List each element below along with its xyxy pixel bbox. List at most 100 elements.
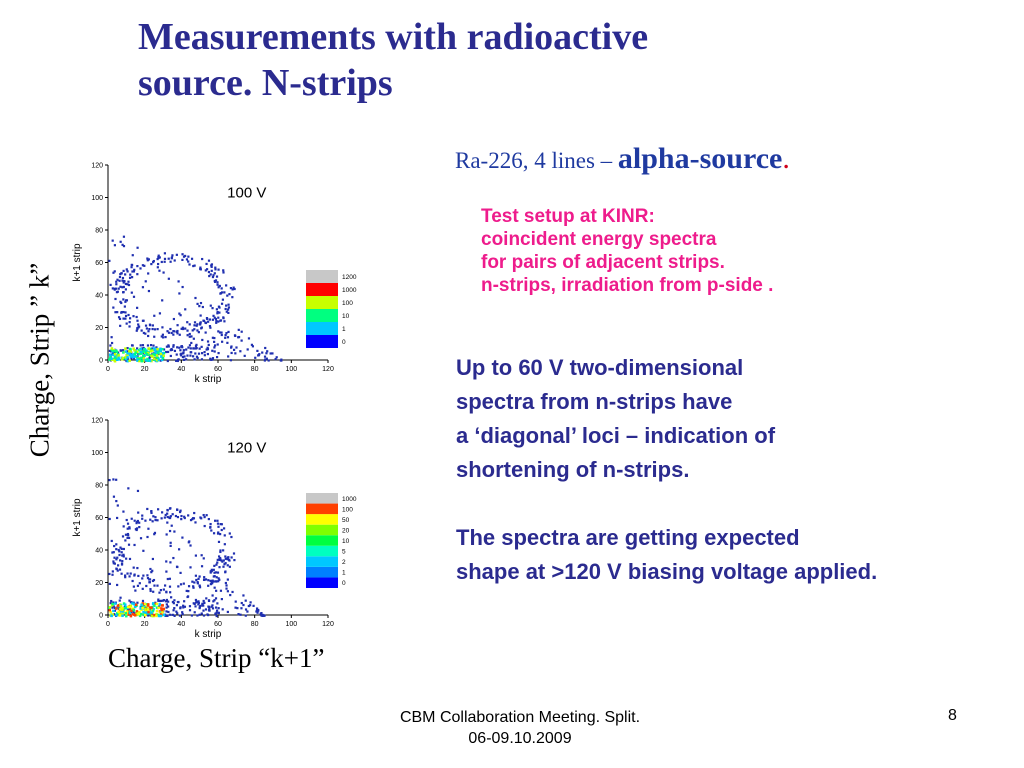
data-point bbox=[146, 507, 149, 511]
data-point bbox=[180, 352, 183, 355]
data-point bbox=[222, 269, 225, 272]
core-cell bbox=[121, 608, 124, 612]
core-cell bbox=[144, 358, 148, 362]
data-point bbox=[224, 571, 227, 574]
data-point bbox=[222, 565, 225, 568]
data-point bbox=[122, 349, 125, 352]
data-point bbox=[227, 558, 231, 561]
core-cell bbox=[128, 605, 132, 609]
data-point bbox=[239, 613, 242, 616]
data-point bbox=[119, 596, 122, 599]
data-point bbox=[122, 510, 125, 513]
data-point bbox=[215, 319, 218, 323]
data-point bbox=[157, 254, 160, 257]
data-point bbox=[213, 280, 217, 283]
data-point bbox=[146, 574, 149, 577]
y-axis-title: k+1 strip bbox=[72, 243, 83, 282]
data-point bbox=[108, 349, 112, 352]
data-point bbox=[112, 478, 115, 481]
data-point bbox=[183, 515, 186, 518]
core-cell bbox=[115, 614, 118, 617]
core-cell bbox=[137, 359, 141, 363]
data-point bbox=[263, 614, 266, 617]
data-point bbox=[113, 351, 117, 355]
core-cell bbox=[140, 608, 143, 612]
core-cell bbox=[138, 352, 141, 356]
data-point bbox=[200, 565, 204, 568]
data-point bbox=[136, 265, 139, 268]
data-point bbox=[244, 614, 247, 617]
data-point bbox=[151, 557, 154, 561]
data-point bbox=[193, 321, 197, 324]
data-point bbox=[279, 359, 282, 362]
data-point bbox=[116, 556, 119, 559]
data-point bbox=[122, 310, 125, 314]
data-point bbox=[197, 603, 200, 606]
data-point bbox=[209, 522, 212, 526]
data-point bbox=[210, 605, 213, 608]
data-point bbox=[135, 315, 138, 319]
data-point bbox=[126, 532, 130, 536]
data-point bbox=[147, 527, 150, 530]
data-point bbox=[207, 613, 210, 617]
data-point bbox=[188, 332, 191, 336]
data-point bbox=[124, 317, 127, 320]
data-point bbox=[131, 276, 134, 279]
colorbar-cell bbox=[306, 545, 338, 557]
data-point bbox=[127, 543, 131, 546]
core-cell bbox=[146, 359, 149, 362]
data-point bbox=[110, 539, 113, 543]
data-point bbox=[193, 264, 196, 267]
data-point bbox=[242, 603, 245, 607]
data-point bbox=[163, 516, 166, 519]
data-point bbox=[128, 276, 132, 279]
data-point bbox=[112, 495, 116, 498]
data-point bbox=[166, 521, 169, 524]
data-point bbox=[183, 516, 186, 520]
data-point bbox=[193, 328, 196, 331]
data-point bbox=[151, 327, 154, 331]
data-point bbox=[127, 283, 131, 287]
data-point bbox=[136, 601, 139, 604]
core-cell bbox=[140, 603, 143, 607]
data-point bbox=[124, 288, 127, 291]
data-point bbox=[257, 354, 260, 357]
data-point bbox=[220, 523, 223, 526]
core-cell bbox=[150, 611, 153, 614]
data-point bbox=[255, 607, 259, 610]
core-cell bbox=[161, 357, 165, 360]
data-point bbox=[108, 517, 111, 521]
data-point bbox=[144, 280, 147, 283]
data-point bbox=[212, 568, 215, 571]
data-point bbox=[216, 343, 219, 346]
data-point bbox=[113, 606, 117, 609]
data-point bbox=[209, 358, 213, 361]
data-point bbox=[167, 516, 171, 519]
data-point bbox=[150, 510, 153, 513]
data-point bbox=[175, 610, 178, 613]
colorbar-label: 10 bbox=[342, 538, 350, 545]
data-point bbox=[125, 557, 128, 560]
data-point bbox=[200, 517, 203, 520]
core-cell bbox=[143, 354, 146, 357]
data-point bbox=[179, 509, 182, 512]
data-point bbox=[122, 525, 125, 528]
data-point bbox=[164, 335, 167, 339]
data-point bbox=[190, 614, 194, 617]
core-cell bbox=[137, 348, 141, 352]
data-point bbox=[181, 258, 184, 262]
data-point bbox=[177, 585, 180, 588]
data-point bbox=[116, 278, 119, 281]
finding-line: shortening of n-strips. bbox=[456, 457, 690, 482]
data-point bbox=[213, 344, 217, 347]
data-point bbox=[131, 270, 134, 273]
data-point bbox=[109, 602, 112, 605]
x-tick-label: 60 bbox=[214, 366, 222, 373]
colorbar-cell bbox=[306, 566, 338, 578]
data-point bbox=[130, 263, 134, 267]
core-cell bbox=[135, 613, 138, 617]
core-cell bbox=[124, 612, 128, 615]
data-point bbox=[219, 589, 223, 592]
data-point bbox=[199, 266, 202, 269]
x-axis-title: k strip bbox=[195, 629, 222, 640]
